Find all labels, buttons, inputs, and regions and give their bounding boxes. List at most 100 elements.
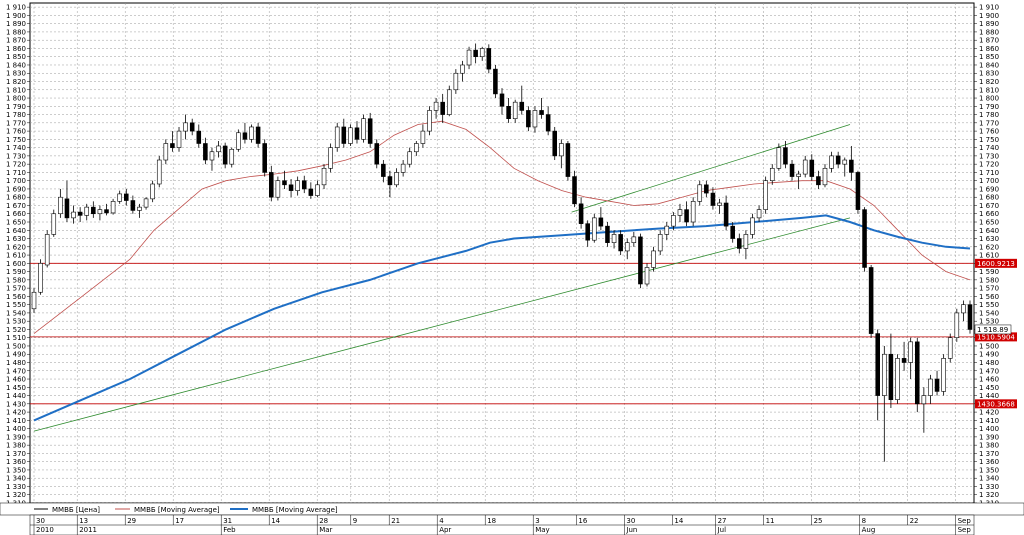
candle-body xyxy=(262,143,267,173)
y-tick-label: 1 840 xyxy=(979,61,999,69)
candle xyxy=(328,143,333,173)
candle-body xyxy=(809,159,815,177)
y-tick-label: 1 460 xyxy=(6,376,26,384)
candle xyxy=(414,141,419,156)
y-tick-label: 1 740 xyxy=(979,144,999,152)
candle-body xyxy=(539,110,544,115)
candle xyxy=(723,195,729,231)
y-tick-label: 1 840 xyxy=(6,61,26,69)
candle-body xyxy=(644,267,650,285)
candle-body xyxy=(717,202,722,206)
candle xyxy=(552,126,558,161)
candle-body xyxy=(433,101,439,111)
candle xyxy=(493,64,498,99)
x-tick-label: Sep xyxy=(958,517,972,525)
candle xyxy=(433,98,439,119)
candle-body xyxy=(255,126,261,144)
y-tick-label: 1 780 xyxy=(979,111,999,119)
candle-body xyxy=(288,184,294,191)
candle xyxy=(967,300,973,334)
y-tick-label: 1 720 xyxy=(6,161,26,169)
candle-body xyxy=(479,48,485,58)
candle xyxy=(38,259,43,295)
y-tick-label: 1 800 xyxy=(979,95,999,103)
y-tick-label: 1 630 xyxy=(979,235,999,243)
candle-body xyxy=(440,101,445,115)
y-tick-label: 1 530 xyxy=(6,318,26,326)
trend-lines[interactable] xyxy=(33,124,851,432)
candle-body xyxy=(882,353,887,396)
candle xyxy=(117,190,122,204)
candle xyxy=(150,180,155,203)
candle xyxy=(249,124,254,143)
y-tick-label: 1 650 xyxy=(979,219,999,227)
y-tick-label: 1 880 xyxy=(6,28,26,36)
candle-body xyxy=(743,234,749,249)
y-tick-label: 1 420 xyxy=(6,409,26,417)
candle xyxy=(914,337,920,413)
y-tick-label: 1 390 xyxy=(6,433,26,441)
candle-body xyxy=(961,304,966,314)
y-tick-label: 1 720 xyxy=(979,161,999,169)
y-tick-label: 1 400 xyxy=(979,425,999,433)
candle-body xyxy=(585,223,590,241)
y-tick-label: 1 550 xyxy=(6,301,26,309)
candle-body xyxy=(578,203,584,224)
y-tick-label: 1 560 xyxy=(6,293,26,301)
candle-body xyxy=(51,213,57,235)
candle-body xyxy=(763,180,768,210)
candle-body xyxy=(710,192,716,206)
candle xyxy=(506,98,511,123)
candle-body xyxy=(308,188,314,196)
level-tag-label: 1510.5904 xyxy=(977,333,1015,341)
candle-body xyxy=(387,176,393,186)
candle-body xyxy=(91,206,96,215)
trend-line[interactable] xyxy=(33,217,851,432)
candle-body xyxy=(875,333,880,396)
candle xyxy=(407,147,412,168)
candle-body xyxy=(156,159,162,185)
candle xyxy=(420,124,426,148)
month-label: Apr xyxy=(439,526,451,534)
x-tick-label: 31 xyxy=(223,517,232,525)
candle-body xyxy=(282,180,287,186)
x-tick-label: 14 xyxy=(674,517,683,525)
y-tick-label: 1 440 xyxy=(6,392,26,400)
candle-body xyxy=(849,159,854,173)
y-tick-label: 1 480 xyxy=(979,359,999,367)
candle xyxy=(189,118,195,136)
y-tick-label: 1 700 xyxy=(979,177,999,185)
y-tick-label: 1 800 xyxy=(6,95,26,103)
candle-body xyxy=(769,167,775,181)
candle xyxy=(657,230,663,256)
horizontal-levels[interactable] xyxy=(30,262,974,405)
x-tick-label: 25 xyxy=(814,517,823,525)
candle xyxy=(624,238,630,260)
x-tick-label: 3 xyxy=(535,517,539,525)
y-tick-label: 1 580 xyxy=(979,276,999,284)
candle-body xyxy=(249,126,254,140)
trend-line[interactable] xyxy=(571,124,851,213)
y-tick-label: 1 500 xyxy=(6,342,26,350)
y-tick-label: 1 590 xyxy=(6,268,26,276)
month-label: Aug xyxy=(862,526,876,534)
candle xyxy=(466,46,472,70)
x-tick-label: 30 xyxy=(36,517,45,525)
y-tick-label: 1 690 xyxy=(979,185,999,193)
candle xyxy=(176,126,182,152)
candle xyxy=(315,180,320,198)
y-tick-label: 1 620 xyxy=(6,243,26,251)
y-tick-label: 1 750 xyxy=(6,136,26,144)
y-tick-label: 1 360 xyxy=(979,458,999,466)
candle-body xyxy=(328,147,333,169)
candle-body xyxy=(651,250,656,268)
candle xyxy=(519,85,525,115)
candle xyxy=(229,147,235,168)
candle-body xyxy=(671,215,676,227)
y-tick-label: 1 560 xyxy=(979,293,999,301)
candle-body xyxy=(341,126,347,144)
candle xyxy=(941,354,946,396)
candle xyxy=(288,179,294,198)
y-tick-label: 1 570 xyxy=(979,285,999,293)
